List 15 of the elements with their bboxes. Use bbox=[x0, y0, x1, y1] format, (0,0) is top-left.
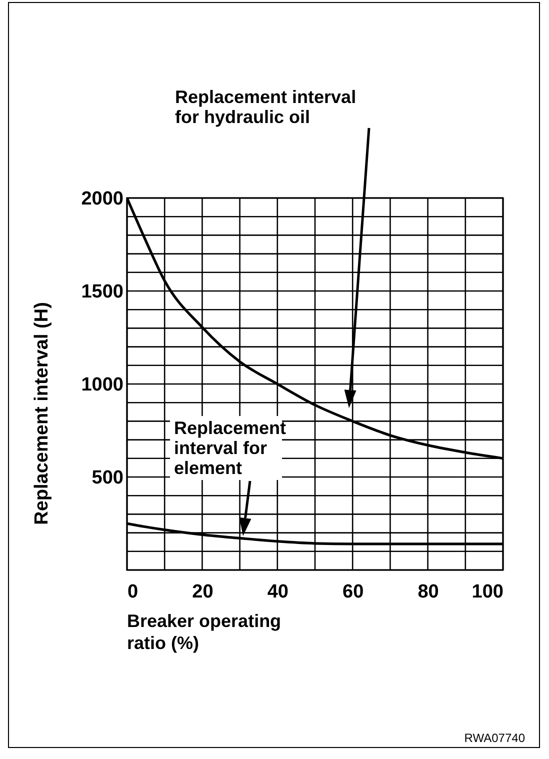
x-tick-label: 40 bbox=[267, 582, 288, 602]
x-tick-label: 60 bbox=[342, 582, 364, 602]
annotation: Replacement interval for element bbox=[173, 417, 286, 480]
x-tick-label: 80 bbox=[418, 582, 439, 602]
y-tick-label: 500 bbox=[92, 468, 124, 488]
y-tick-label: 2000 bbox=[81, 188, 124, 210]
x-tick-label: 0 bbox=[128, 582, 138, 602]
x-axis-title: Breaker operating ratio (%) bbox=[127, 610, 282, 654]
y-tick-label: 1500 bbox=[81, 282, 124, 302]
y-axis-title: Replacement interval (H) bbox=[32, 302, 52, 525]
x-tick-label: 100 bbox=[472, 582, 504, 602]
text: RWA07740 bbox=[464, 730, 525, 747]
text: Replacement interval for hydraulic oil bbox=[175, 87, 358, 127]
x-tick-label: 20 bbox=[192, 582, 214, 602]
y-tick-label: 1000 bbox=[81, 374, 124, 396]
